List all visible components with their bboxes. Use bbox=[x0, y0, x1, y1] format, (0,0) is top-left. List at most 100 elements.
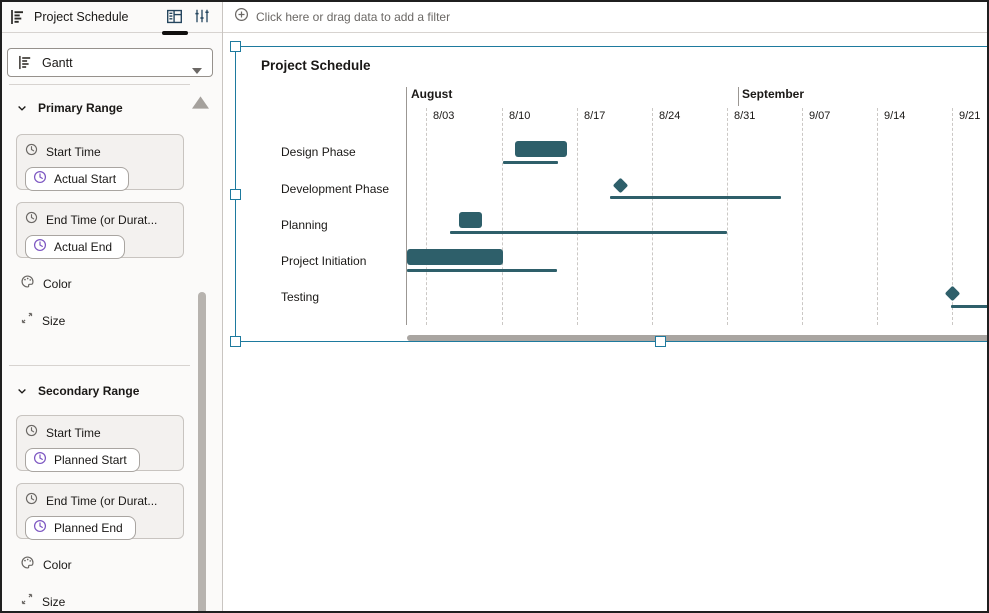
month-gridline bbox=[738, 87, 739, 106]
data-pill-planned-start[interactable]: Planned Start bbox=[25, 448, 140, 472]
gantt-icon bbox=[10, 9, 26, 25]
task-label: Design Phase bbox=[281, 145, 356, 159]
month-label: September bbox=[742, 87, 805, 101]
week-tick-label: 8/10 bbox=[509, 110, 531, 122]
dropzone-label: End Time (or Durat... bbox=[46, 494, 158, 508]
viz-name-label: Project Schedule bbox=[34, 10, 129, 24]
week-gridline bbox=[577, 108, 578, 325]
palette-icon bbox=[20, 274, 35, 294]
task-label: Planning bbox=[281, 218, 328, 232]
week-gridline bbox=[952, 108, 953, 325]
dropzone-start-time-secondary[interactable]: Start Time Planned Start bbox=[16, 415, 184, 472]
clock-icon bbox=[25, 492, 38, 510]
data-pill-planned-end[interactable]: Planned End bbox=[25, 516, 136, 540]
tab-properties-panel[interactable] bbox=[188, 2, 216, 33]
section-title: Primary Range bbox=[38, 101, 123, 115]
gantt-horizontal-scrollbar[interactable] bbox=[407, 335, 987, 341]
properties-icon bbox=[194, 8, 210, 27]
task-label: Project Initiation bbox=[281, 254, 367, 268]
dropzone-label: Start Time bbox=[46, 145, 101, 159]
palette-icon bbox=[20, 555, 35, 575]
dropzone-header: Start Time bbox=[25, 143, 175, 161]
gantt-line-planned[interactable] bbox=[610, 196, 781, 199]
viz-title: Project Schedule bbox=[261, 58, 371, 73]
plus-circle-icon bbox=[234, 7, 249, 27]
clock-icon bbox=[33, 238, 47, 257]
divider bbox=[9, 84, 190, 85]
dropzone-end-time-primary[interactable]: End Time (or Durat... Actual End bbox=[16, 202, 184, 259]
resize-handle-bottom-mid[interactable] bbox=[655, 336, 666, 347]
dropzone-color-secondary[interactable]: Color bbox=[20, 555, 72, 575]
section-header-secondary-range[interactable]: Secondary Range bbox=[16, 384, 139, 398]
pill-label: Actual End bbox=[54, 240, 113, 254]
gantt-bar-actual[interactable] bbox=[459, 212, 482, 228]
data-pill-actual-end[interactable]: Actual End bbox=[25, 235, 126, 259]
week-tick-label: 9/07 bbox=[809, 110, 831, 122]
dropzone-start-time-primary[interactable]: Start Time Actual Start bbox=[16, 134, 184, 191]
gantt-milestone-actual[interactable] bbox=[944, 285, 960, 301]
grammar-sidebar: Project Schedule Gantt bbox=[2, 2, 223, 611]
chevron-down-icon bbox=[192, 61, 202, 79]
week-tick-label: 8/24 bbox=[659, 110, 681, 122]
section-header-primary-range[interactable]: Primary Range bbox=[16, 101, 123, 115]
gantt-bar-actual[interactable] bbox=[407, 249, 503, 265]
pill-label: Planned End bbox=[54, 521, 123, 535]
clock-icon bbox=[33, 519, 47, 538]
scroll-up-icon[interactable] bbox=[192, 96, 209, 114]
resize-handle-top-left[interactable] bbox=[230, 41, 241, 52]
week-gridline bbox=[502, 108, 503, 325]
dropzone-header: End Time (or Durat... bbox=[25, 492, 175, 510]
canvas: Project Schedule August September 8/03 8/10… bbox=[223, 33, 987, 611]
viz-container-gantt[interactable]: Project Schedule August September 8/03 8/10… bbox=[230, 41, 987, 347]
sidebar-header: Project Schedule bbox=[2, 2, 222, 35]
dropzone-end-time-secondary[interactable]: End Time (or Durat... Planned End bbox=[16, 483, 184, 540]
dropzone-color-primary[interactable]: Color bbox=[20, 274, 72, 294]
filter-bar[interactable]: Click here or drag data to add a filter bbox=[223, 2, 987, 33]
month-gridline bbox=[406, 87, 407, 325]
dropzone-header: End Time (or Durat... bbox=[25, 211, 175, 229]
week-gridline bbox=[727, 108, 728, 325]
gantt-milestone-actual[interactable] bbox=[612, 177, 628, 193]
clock-icon bbox=[33, 170, 47, 189]
week-tick-label: 9/21 bbox=[959, 110, 981, 122]
week-gridline bbox=[877, 108, 878, 325]
grammar-panel-icon bbox=[166, 8, 183, 28]
gantt-line-planned[interactable] bbox=[450, 231, 727, 234]
divider bbox=[9, 365, 190, 366]
viz-type-dropdown[interactable]: Gantt bbox=[7, 48, 213, 77]
collapse-chevron-icon[interactable] bbox=[16, 102, 28, 114]
pill-label: Planned Start bbox=[54, 453, 127, 467]
resize-handle-bottom-left[interactable] bbox=[230, 336, 241, 347]
week-tick-label: 9/14 bbox=[884, 110, 906, 122]
resize-handle-mid-left[interactable] bbox=[230, 189, 241, 200]
week-gridline bbox=[652, 108, 653, 325]
task-label: Development Phase bbox=[281, 182, 390, 196]
collapse-chevron-icon[interactable] bbox=[16, 385, 28, 397]
week-tick-label: 8/03 bbox=[433, 110, 455, 122]
filter-placeholder: Click here or drag data to add a filter bbox=[256, 10, 451, 24]
gantt-bar-actual[interactable] bbox=[515, 141, 567, 157]
data-pill-actual-start[interactable]: Actual Start bbox=[25, 167, 130, 191]
gantt-chart: August September 8/03 8/10 8/17 8/24 8/31 9/07 9… bbox=[236, 47, 987, 341]
dropzone-label: Start Time bbox=[46, 426, 101, 440]
gantt-line-planned[interactable] bbox=[407, 269, 557, 272]
dropzone-label: End Time (or Durat... bbox=[46, 213, 158, 227]
size-label: Size bbox=[42, 313, 66, 328]
sidebar-scrollbar[interactable] bbox=[198, 292, 206, 611]
viz-type-value: Gantt bbox=[42, 55, 73, 70]
clock-icon bbox=[25, 143, 38, 161]
pill-label: Actual Start bbox=[54, 172, 117, 186]
gantt-line-planned[interactable] bbox=[503, 161, 558, 164]
clock-icon bbox=[25, 211, 38, 229]
dropzone-size-secondary[interactable]: Size bbox=[20, 592, 65, 611]
section-title: Secondary Range bbox=[38, 384, 140, 398]
week-gridline bbox=[802, 108, 803, 325]
gantt-line-planned[interactable] bbox=[951, 305, 987, 308]
clock-icon bbox=[33, 451, 47, 470]
tab-grammar-panel[interactable] bbox=[160, 2, 188, 35]
week-tick-label: 8/17 bbox=[584, 110, 606, 122]
dropzone-size-primary[interactable]: Size bbox=[20, 311, 65, 330]
month-label: August bbox=[411, 87, 453, 101]
gantt-icon bbox=[18, 55, 33, 70]
